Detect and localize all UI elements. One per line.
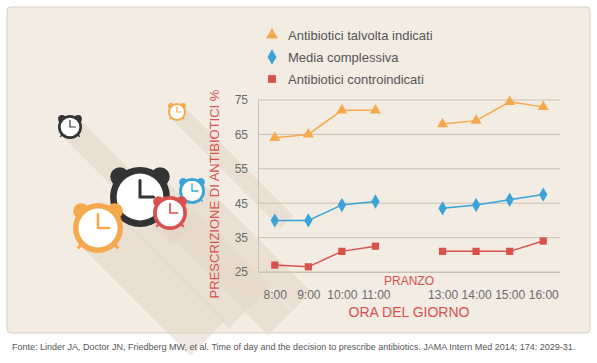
clock-face — [170, 105, 184, 119]
clock-hands — [140, 181, 154, 198]
decoration — [58, 103, 311, 356]
legend: Antibiotici talvolta indicati Media compl… — [266, 28, 433, 87]
grid — [258, 100, 560, 272]
clock-body — [168, 103, 186, 121]
x-axis: 8:00 9:00 10:00 11:00 13:00 14:0015:00 16:00 — [259, 273, 561, 302]
clock-body — [58, 115, 82, 139]
point — [271, 213, 279, 227]
chart: 25 35 45 55 65 75 8:00 9:00 10:00 11:00 13:00 14:00… — [0, 0, 597, 363]
point — [305, 263, 312, 270]
legend-marker — [268, 49, 277, 65]
x-tick: 8:00 — [264, 288, 288, 302]
x-tick-label: 16:00 — [529, 288, 559, 302]
y-tick: 75 — [235, 93, 249, 107]
point — [372, 243, 379, 250]
clock-hands — [177, 107, 181, 112]
x-tick-label: 13:00 — [428, 288, 458, 302]
series-line — [275, 102, 543, 138]
y-axis-line — [258, 101, 259, 273]
y-tick-label: 45 — [235, 197, 249, 211]
point — [540, 237, 547, 244]
clock-body — [73, 203, 123, 253]
x-tick: 9:00 — [297, 288, 321, 302]
point — [439, 248, 446, 255]
x-tick-label: 9:00 — [297, 288, 321, 302]
plot-area — [269, 95, 548, 270]
y-tick-label: 55 — [235, 162, 249, 176]
point — [438, 201, 446, 215]
point — [371, 194, 379, 208]
y-tick: 35 — [235, 231, 249, 245]
source-note: Fonte: Linder JA, Doctor JN, Friedberg M… — [12, 342, 575, 352]
y-tick-label: 25 — [235, 265, 249, 279]
legend-label: Media complessiva — [288, 50, 399, 65]
point — [539, 187, 547, 201]
point — [471, 114, 482, 123]
x-tick: 14:00 — [462, 288, 492, 302]
series-line — [275, 195, 543, 221]
point — [269, 132, 280, 141]
point — [506, 193, 514, 207]
panel — [7, 7, 590, 333]
x-tick-label: 8:00 — [264, 288, 288, 302]
x-tick: 15:00 — [495, 288, 525, 302]
x-tick-label: 14:00 — [462, 288, 492, 302]
clock-body — [153, 196, 187, 230]
point — [338, 198, 346, 212]
grid-line — [258, 100, 560, 101]
grid-line — [258, 237, 560, 238]
clock-icon — [168, 103, 186, 121]
x-axis-title: ORA DEL GIORNO — [349, 304, 470, 320]
clock-face — [79, 209, 118, 248]
legend-marker — [266, 28, 278, 38]
y-tick-label: 65 — [235, 128, 249, 142]
x-tick-label: 11:00 — [361, 288, 390, 302]
clock-hands — [70, 120, 75, 127]
y-tick-label: 35 — [235, 231, 249, 245]
point — [538, 101, 549, 110]
x-tick: 16:00 — [529, 288, 559, 302]
clock-icon — [58, 115, 82, 139]
grid-line — [258, 272, 560, 273]
x-axis-line — [259, 272, 561, 273]
series-line — [275, 241, 543, 267]
clock-hands — [170, 204, 178, 213]
point — [303, 128, 314, 137]
point — [472, 198, 480, 212]
x-tick-label: 10:00 — [327, 288, 357, 302]
annotation: PRANZO — [384, 274, 434, 288]
x-tick-label: 15:00 — [495, 288, 525, 302]
point — [271, 262, 278, 269]
grid-line — [258, 203, 560, 204]
legend-marker — [268, 75, 276, 83]
legend-label: Antibiotici talvolta indicati — [288, 28, 433, 43]
y-tick: 65 — [235, 128, 249, 142]
clock-icon — [153, 196, 187, 230]
clock-hands — [192, 184, 198, 191]
clock-face — [61, 118, 80, 137]
point — [370, 104, 381, 113]
clock-icon — [73, 203, 123, 253]
legend-label: Antibiotici controindicati — [288, 72, 424, 87]
point — [336, 104, 347, 113]
point — [437, 118, 448, 127]
y-axis: 25 35 45 55 65 75 — [235, 93, 259, 279]
point — [473, 248, 480, 255]
point — [338, 248, 345, 255]
point — [504, 95, 515, 104]
y-tick: 25 — [235, 265, 249, 279]
point — [506, 248, 513, 255]
y-axis-title: PRESCRIZIONE DI ANTIBIOTICI % — [207, 89, 222, 298]
point — [304, 213, 312, 227]
clock-hands — [98, 214, 109, 228]
y-tick-label: 75 — [235, 93, 249, 107]
y-tick: 55 — [235, 162, 249, 176]
y-tick: 45 — [235, 197, 249, 211]
x-tick: 10:00 — [327, 288, 357, 302]
grid-line — [258, 168, 560, 169]
x-tick: 13:00 — [428, 288, 458, 302]
clock-face — [157, 200, 184, 227]
x-tick: 11:00 — [361, 288, 390, 302]
